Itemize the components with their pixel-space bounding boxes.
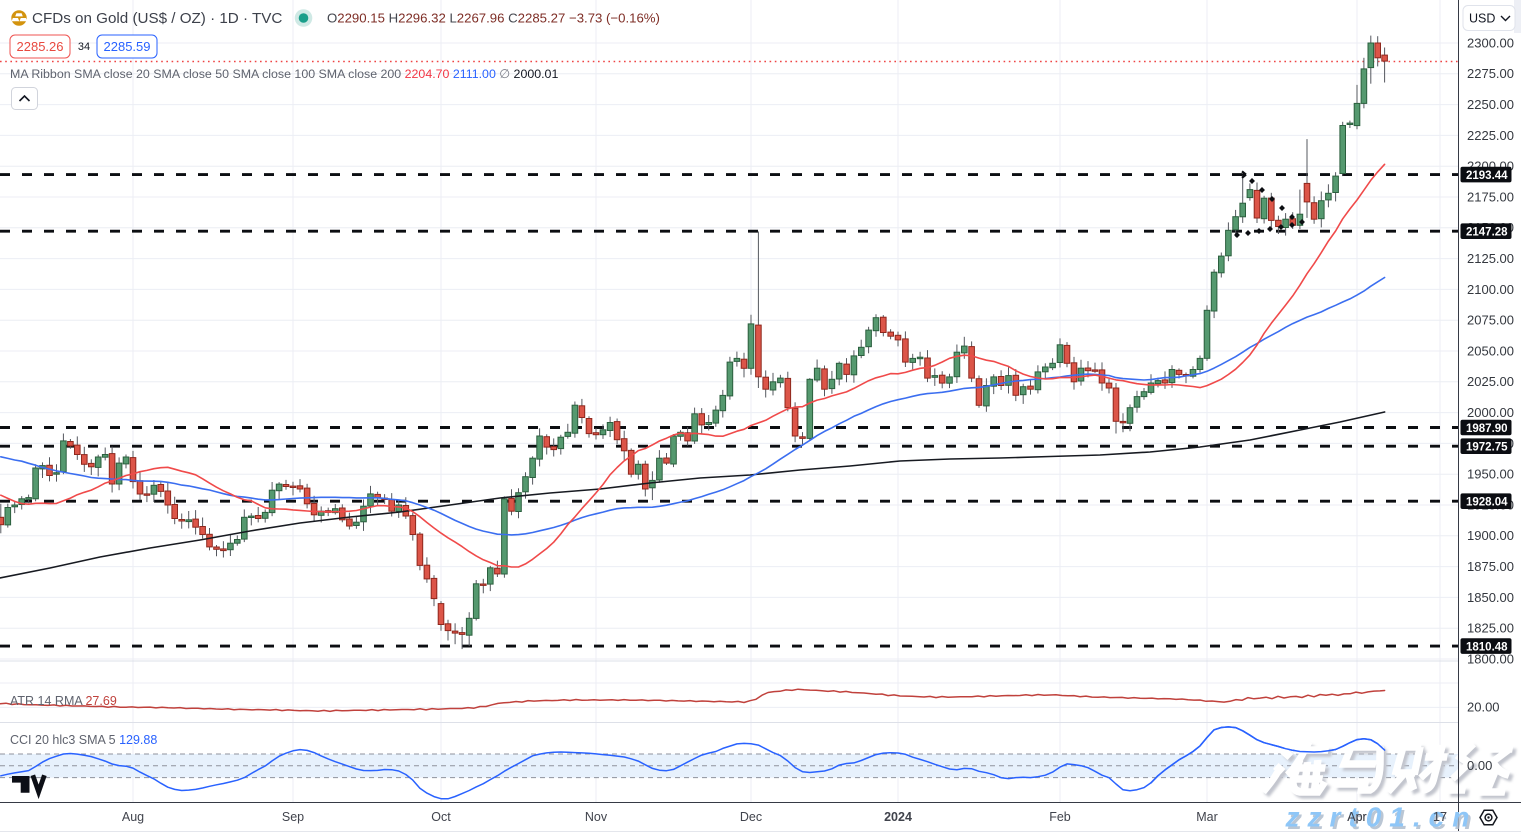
svg-text:34: 34 bbox=[78, 41, 90, 53]
svg-text:USD: USD bbox=[1469, 12, 1495, 26]
svg-text:Apr: Apr bbox=[1347, 810, 1366, 824]
svg-text:2050.00: 2050.00 bbox=[1467, 343, 1514, 358]
svg-text:2275.00: 2275.00 bbox=[1467, 66, 1514, 81]
svg-text:2193.44: 2193.44 bbox=[1466, 170, 1508, 182]
svg-text:2075.00: 2075.00 bbox=[1467, 313, 1514, 328]
svg-text:Feb: Feb bbox=[1049, 810, 1071, 824]
svg-text:CCI 20 hlc3 SMA 5 129.88: CCI 20 hlc3 SMA 5 129.88 bbox=[10, 733, 157, 747]
svg-text:Aug: Aug bbox=[122, 810, 144, 824]
svg-text:Nov: Nov bbox=[585, 810, 608, 824]
svg-text:2250.00: 2250.00 bbox=[1467, 97, 1514, 112]
svg-text:Oct: Oct bbox=[431, 810, 451, 824]
svg-text:ATR 14 RMA 27.69: ATR 14 RMA 27.69 bbox=[10, 694, 117, 708]
svg-text:2125.00: 2125.00 bbox=[1467, 251, 1514, 266]
svg-text:1850.00: 1850.00 bbox=[1467, 590, 1514, 605]
svg-text:20.00: 20.00 bbox=[1467, 700, 1500, 715]
svg-text:CFDs on Gold (US$ / OZ) · 1D ·: CFDs on Gold (US$ / OZ) · 1D · TVC bbox=[32, 10, 282, 27]
svg-text:1972.75: 1972.75 bbox=[1466, 442, 1508, 454]
svg-text:2025.00: 2025.00 bbox=[1467, 374, 1514, 389]
svg-text:0.00: 0.00 bbox=[1467, 758, 1492, 773]
svg-text:2175.00: 2175.00 bbox=[1467, 189, 1514, 204]
svg-text:1950.00: 1950.00 bbox=[1467, 467, 1514, 482]
svg-text:1810.48: 1810.48 bbox=[1466, 641, 1508, 653]
svg-text:1875.00: 1875.00 bbox=[1467, 559, 1514, 574]
svg-text:2225.00: 2225.00 bbox=[1467, 128, 1514, 143]
svg-text:2300.00: 2300.00 bbox=[1467, 35, 1514, 50]
svg-text:1800.00: 1800.00 bbox=[1467, 651, 1514, 666]
svg-text:zzrt01.cn: zzrt01.cn bbox=[1285, 802, 1478, 833]
svg-text:17: 17 bbox=[1433, 810, 1447, 824]
svg-text:17: 17 bbox=[1433, 810, 1447, 824]
svg-text:O2290.15 H2296.32 L2267.96 C22: O2290.15 H2296.32 L2267.96 C2285.27 −3.7… bbox=[327, 11, 660, 26]
svg-text:1928.04: 1928.04 bbox=[1466, 497, 1508, 509]
svg-text:2024: 2024 bbox=[884, 810, 912, 824]
svg-text:1900.00: 1900.00 bbox=[1467, 528, 1514, 543]
svg-text:2000.00: 2000.00 bbox=[1467, 405, 1514, 420]
svg-text:1825.00: 1825.00 bbox=[1467, 621, 1514, 636]
svg-text:Apr: Apr bbox=[1347, 810, 1366, 824]
svg-text:2285.59: 2285.59 bbox=[104, 39, 151, 54]
svg-text:1987.90: 1987.90 bbox=[1466, 423, 1508, 435]
svg-text:2285.26: 2285.26 bbox=[17, 39, 64, 54]
svg-text:Sep: Sep bbox=[282, 810, 304, 824]
svg-text:zzrt01.cn: zzrt01.cn bbox=[1287, 804, 1480, 834]
svg-text:2147.28: 2147.28 bbox=[1466, 227, 1508, 239]
svg-text:Dec: Dec bbox=[740, 810, 762, 824]
svg-text:MA Ribbon SMA close 20 SMA clo: MA Ribbon SMA close 20 SMA close 50 SMA … bbox=[10, 67, 558, 81]
svg-text:Mar: Mar bbox=[1196, 810, 1218, 824]
svg-text:2100.00: 2100.00 bbox=[1467, 282, 1514, 297]
